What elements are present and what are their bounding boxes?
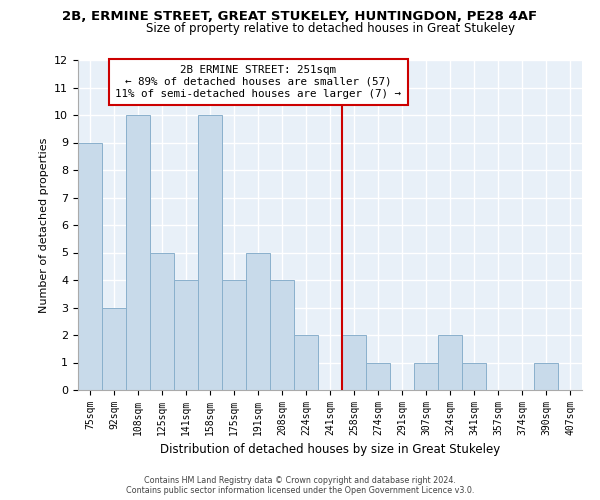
Title: Size of property relative to detached houses in Great Stukeley: Size of property relative to detached ho… xyxy=(146,22,515,35)
Bar xyxy=(366,362,390,390)
Bar xyxy=(342,335,366,390)
Bar xyxy=(438,335,462,390)
Bar xyxy=(270,280,294,390)
Bar xyxy=(414,362,438,390)
Text: Contains HM Land Registry data © Crown copyright and database right 2024.
Contai: Contains HM Land Registry data © Crown c… xyxy=(126,476,474,495)
Text: 2B, ERMINE STREET, GREAT STUKELEY, HUNTINGDON, PE28 4AF: 2B, ERMINE STREET, GREAT STUKELEY, HUNTI… xyxy=(62,10,538,23)
Bar xyxy=(222,280,246,390)
Bar xyxy=(198,115,222,390)
X-axis label: Distribution of detached houses by size in Great Stukeley: Distribution of detached houses by size … xyxy=(160,444,500,456)
Bar xyxy=(294,335,318,390)
Y-axis label: Number of detached properties: Number of detached properties xyxy=(38,138,49,312)
Bar xyxy=(246,252,270,390)
Bar xyxy=(78,142,102,390)
Bar xyxy=(174,280,198,390)
Bar xyxy=(150,252,174,390)
Bar xyxy=(126,115,150,390)
Bar xyxy=(102,308,126,390)
Bar xyxy=(462,362,486,390)
Bar xyxy=(534,362,558,390)
Text: 2B ERMINE STREET: 251sqm
← 89% of detached houses are smaller (57)
11% of semi-d: 2B ERMINE STREET: 251sqm ← 89% of detach… xyxy=(115,66,401,98)
